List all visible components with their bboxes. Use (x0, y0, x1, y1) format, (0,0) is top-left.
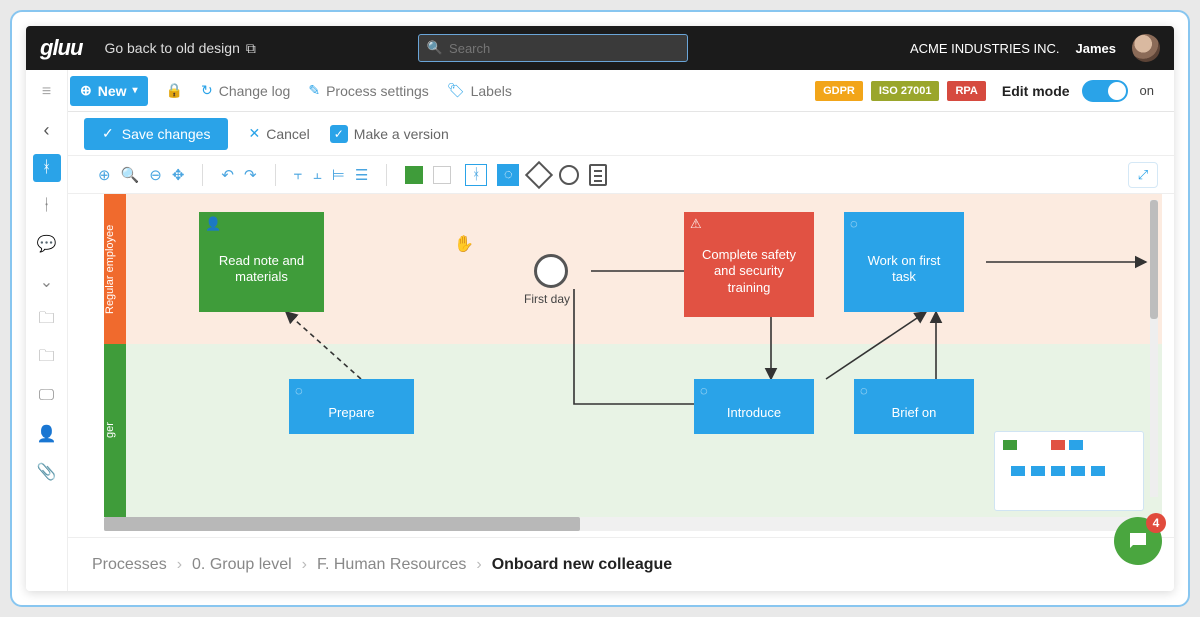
warn-icon: ⚠ (690, 216, 702, 232)
node-introduce[interactable]: ◌Introduce (694, 379, 814, 434)
sidebar-chevron-down-icon[interactable]: ⌄ (33, 268, 61, 296)
chat-button[interactable]: 4 (1114, 517, 1162, 565)
company-name: ACME INDUSTRIES INC. (910, 41, 1060, 56)
logo: gluu (40, 35, 82, 61)
search-input[interactable] (449, 41, 679, 56)
sidebar-flow-icon[interactable]: ᚼ (33, 154, 61, 182)
top-bar: gluu Go back to old design ⧉ 🔍 ACME INDU… (26, 26, 1174, 70)
breadcrumb-item[interactable]: Processes (92, 556, 167, 574)
avatar[interactable] (1132, 34, 1160, 62)
make-version-button[interactable]: ✓Make a version (330, 125, 449, 143)
expand-icon[interactable]: ⤢ (1128, 162, 1158, 188)
sidebar-devices-icon[interactable]: 🖵 (33, 382, 61, 410)
person-icon: 👤 (205, 216, 221, 232)
sidebar-attach-icon[interactable]: 📎 (33, 458, 61, 486)
external-icon: ⧉ (246, 40, 256, 57)
badge-iso[interactable]: ISO 27001 (871, 81, 940, 101)
breadcrumb-item[interactable]: 0. Group level (192, 556, 292, 574)
node-prepare[interactable]: ◌Prepare (289, 379, 414, 434)
shape-event[interactable] (559, 165, 579, 185)
edit-mode-label: Edit mode (1002, 83, 1070, 99)
redo-icon[interactable]: ↷ (244, 166, 257, 184)
pencil-icon: ✎ (308, 82, 320, 99)
node-safety[interactable]: ⚠Complete safety and security training (684, 212, 814, 317)
collapse-icon[interactable]: ‹ (33, 116, 61, 144)
start-label: First day (524, 292, 570, 306)
action-bar: ✓Save changes ✕Cancel ✓Make a version (26, 112, 1174, 156)
start-event[interactable] (534, 254, 568, 288)
tag-icon: 🏷 (447, 82, 465, 99)
breadcrumb-item[interactable]: F. Human Resources (317, 556, 466, 574)
chat-count-badge: 4 (1146, 513, 1166, 533)
badge-rpa[interactable]: RPA (947, 81, 985, 101)
zoom-reset-icon[interactable]: 🔍 (121, 166, 140, 184)
cycle-icon: ◌ (700, 383, 708, 399)
search-icon: 🔍 (427, 40, 443, 56)
old-design-link[interactable]: Go back to old design ⧉ (104, 40, 255, 57)
save-button[interactable]: ✓Save changes (84, 118, 228, 150)
breadcrumb: Processes› 0. Group level› F. Human Reso… (68, 537, 1174, 591)
sidebar-flow2-icon[interactable]: ᚽ (33, 192, 61, 220)
hand-cursor-icon: ✋ (454, 234, 474, 254)
zoom-out-icon[interactable]: ⊖ (149, 166, 162, 184)
sidebar-folder2-icon[interactable]: 🗀 (33, 344, 61, 372)
align-left-icon[interactable]: ⊨ (332, 166, 345, 184)
hamburger-icon[interactable]: ≡ (33, 78, 61, 106)
cycle-icon: ◌ (860, 383, 868, 399)
shape-decision[interactable] (525, 160, 553, 188)
sidebar-chat-icon[interactable]: 💬 (33, 230, 61, 258)
fit-icon[interactable]: ✥ (172, 166, 185, 184)
toggle-state: on (1140, 83, 1154, 98)
cycle-icon: ◌ (850, 216, 858, 232)
checkbox-icon: ✓ (330, 125, 348, 143)
left-sidebar: ≡ ‹ ᚼ ᚽ 💬 ⌄ 🗀 🗀 🖵 👤 📎 (26, 70, 68, 591)
sidebar-user-icon[interactable]: 👤 (33, 420, 61, 448)
shape-document[interactable] (589, 164, 607, 186)
shape-subprocess[interactable]: ᚼ (465, 164, 487, 186)
breadcrumb-current: Onboard new colleague (492, 556, 672, 574)
edit-mode-toggle[interactable] (1082, 80, 1128, 102)
cancel-button[interactable]: ✕Cancel (248, 125, 309, 142)
change-log-link[interactable]: ↻Change log (201, 82, 290, 99)
node-read[interactable]: 👤Read note and materials (199, 212, 324, 312)
username[interactable]: James (1076, 41, 1116, 56)
align-center-icon[interactable]: ☰ (355, 166, 368, 184)
canvas-toolbar: ⊕ 🔍 ⊖ ✥ ↶ ↷ ⫟ ⫠ ⊨ ☰ ᚼ ◌ ⤢ (26, 156, 1174, 194)
align-middle-icon[interactable]: ⫠ (313, 166, 322, 183)
check-icon: ✓ (102, 125, 114, 142)
badge-gdpr[interactable]: GDPR (815, 81, 863, 101)
chevron-down-icon: ▾ (133, 85, 138, 96)
minimap[interactable] (994, 431, 1144, 511)
lane-header-2[interactable]: ger (104, 344, 126, 517)
history-icon: ↻ (201, 82, 213, 99)
shape-task[interactable]: ◌ (497, 164, 519, 186)
scrollbar-vertical[interactable] (1150, 200, 1158, 497)
search-box[interactable]: 🔍 (418, 34, 688, 62)
lane-header-1[interactable]: Regular employee (104, 194, 126, 344)
sidebar-folder1-icon[interactable]: 🗀 (33, 306, 61, 334)
align-top-icon[interactable]: ⫟ (294, 166, 303, 183)
secondary-toolbar: ⊕ New ▾ 🔒 ↻Change log ✎Process settings … (26, 70, 1174, 112)
process-settings-link[interactable]: ✎Process settings (308, 82, 428, 99)
node-work[interactable]: ◌Work on first task (844, 212, 964, 312)
scrollbar-horizontal[interactable] (104, 517, 1162, 531)
lock-icon[interactable]: 🔒 (166, 82, 183, 99)
node-brief[interactable]: ◌Brief on (854, 379, 974, 434)
canvas-area[interactable]: Regular employee ger ✋ First day 👤Read n… (68, 194, 1174, 531)
cycle-icon: ◌ (295, 383, 303, 399)
undo-icon[interactable]: ↶ (221, 166, 234, 184)
new-button[interactable]: ⊕ New ▾ (70, 76, 148, 106)
zoom-in-icon[interactable]: ⊕ (98, 166, 111, 184)
plus-icon: ⊕ (80, 82, 92, 99)
color-swatch-2[interactable] (433, 166, 451, 184)
labels-link[interactable]: 🏷Labels (447, 82, 512, 99)
color-swatch-1[interactable] (405, 166, 423, 184)
close-icon: ✕ (248, 125, 260, 142)
